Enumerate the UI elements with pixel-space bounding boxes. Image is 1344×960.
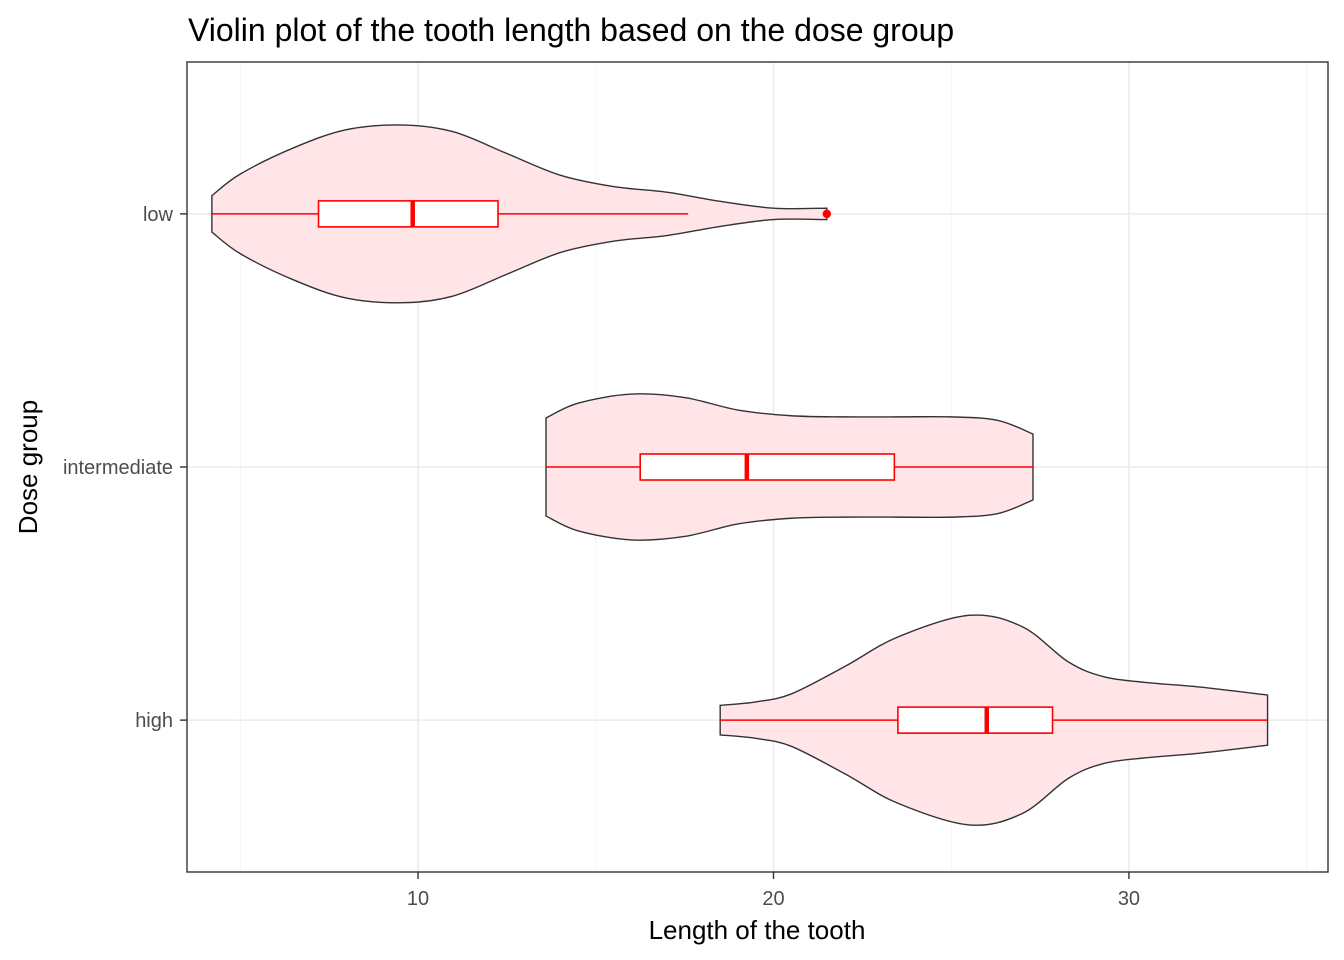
x-axis-title: Length of the tooth	[649, 915, 866, 945]
y-tick-label: intermediate	[63, 457, 173, 479]
box-high	[897, 706, 1054, 734]
box-intermediate	[639, 453, 896, 481]
x-tick-label: 30	[1118, 888, 1140, 910]
outlier-point-low	[822, 209, 832, 219]
y-axis-title: Dose group	[13, 400, 43, 534]
y-tick-label: high	[135, 710, 173, 732]
x-tick-label: 10	[407, 888, 429, 910]
y-tick-label: low	[143, 204, 174, 226]
x-tick-label: 20	[762, 888, 784, 910]
chart-title: Violin plot of the tooth length based on…	[188, 12, 954, 48]
box-low	[317, 200, 499, 228]
axis-layer: 10 20 30 low intermediate high	[63, 204, 1140, 910]
boxplot-layer	[211, 200, 1268, 734]
